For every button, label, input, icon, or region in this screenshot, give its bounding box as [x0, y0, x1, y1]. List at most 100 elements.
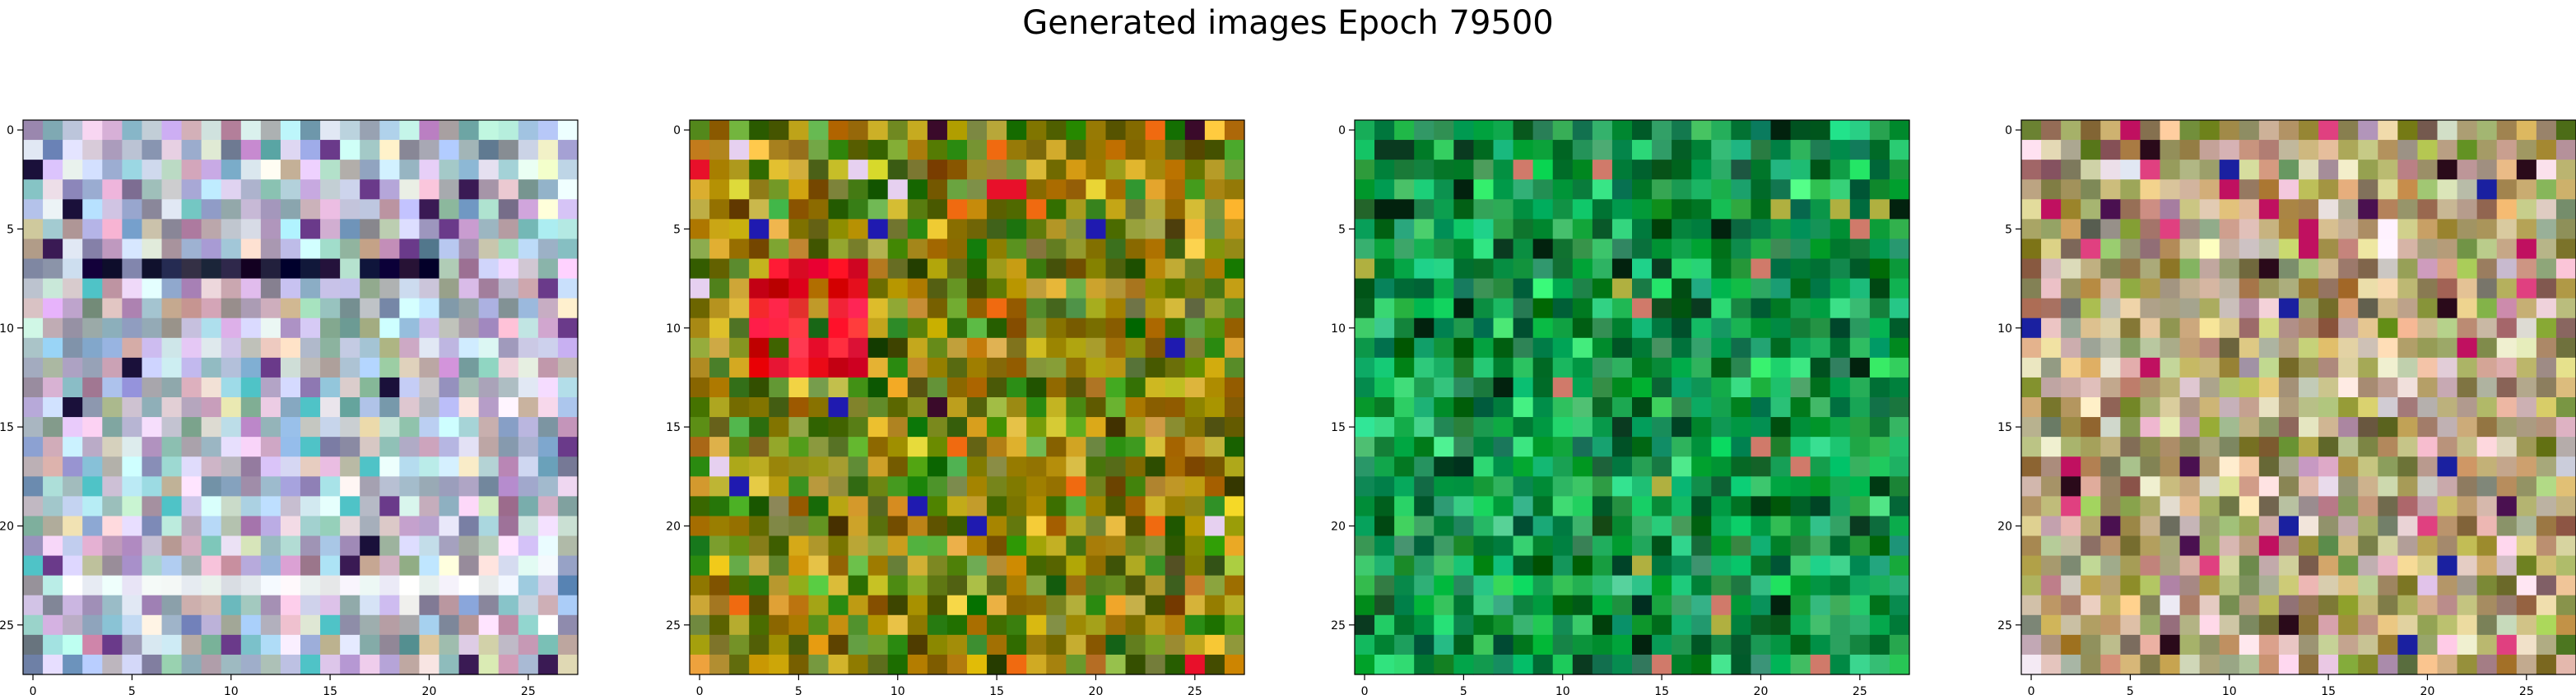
pixel [102, 595, 123, 616]
pixel [1026, 654, 1047, 675]
pixel [1532, 456, 1554, 477]
pixel [1830, 614, 1851, 636]
pixel [1086, 456, 1107, 477]
pixel [1473, 337, 1495, 359]
pixel [2219, 634, 2240, 656]
pixel [63, 258, 83, 280]
pixel [2457, 258, 2478, 280]
pixel [808, 337, 830, 359]
pixel [518, 219, 539, 240]
pixel [2278, 456, 2299, 477]
pixel [1394, 199, 1415, 220]
pixel [2318, 555, 2339, 577]
pixel [2239, 437, 2260, 457]
pixel [967, 298, 988, 319]
pixel [987, 179, 1007, 200]
pixel [2219, 337, 2240, 359]
pixel [2239, 595, 2260, 616]
pixel [808, 654, 830, 675]
pixel [2278, 199, 2299, 220]
pixel [1145, 160, 1166, 180]
pixel [1026, 456, 1047, 477]
pixel [749, 258, 770, 280]
pixel [478, 179, 500, 200]
pixel [1532, 219, 1554, 240]
pixel [122, 278, 143, 299]
pixel [1790, 377, 1811, 398]
pixel [2437, 120, 2458, 141]
pixel [2378, 456, 2398, 477]
pixel [221, 357, 242, 378]
pixel [320, 337, 341, 359]
pixel [1125, 377, 1146, 398]
pixel [260, 179, 281, 200]
pixel [2219, 179, 2240, 200]
pixel [1632, 298, 1653, 319]
pixel [379, 179, 400, 200]
pixel [788, 476, 810, 497]
pixel [2536, 575, 2557, 596]
pixel [2258, 140, 2280, 160]
pixel [557, 298, 579, 319]
pixel [1374, 397, 1395, 418]
pixel [1066, 337, 1087, 359]
pixel [2081, 199, 2101, 220]
pixel [2061, 120, 2081, 141]
pixel [2041, 278, 2062, 299]
pixel [2219, 417, 2240, 438]
pixel [690, 595, 710, 616]
pixel [2358, 476, 2378, 497]
pixel [23, 634, 44, 656]
pixel [749, 634, 770, 656]
pixel [360, 397, 380, 418]
pixel [946, 595, 968, 616]
pixel [360, 160, 380, 180]
pixel [828, 298, 849, 319]
pixel [142, 654, 163, 675]
pixel [1026, 397, 1047, 418]
pixel [967, 496, 988, 517]
pixel [709, 614, 730, 636]
pixel [808, 317, 830, 339]
pixel [23, 575, 44, 596]
pixel [201, 654, 222, 675]
pixel [2219, 437, 2240, 457]
y-tick-label: 15 [1331, 421, 1346, 434]
pixel [1493, 140, 1514, 160]
pixel [1691, 654, 1712, 675]
pixel [2081, 377, 2101, 398]
pixel [1434, 575, 1454, 596]
pixel [1849, 239, 1871, 260]
pixel [1453, 595, 1475, 616]
pixel [1046, 417, 1067, 438]
pixel [709, 317, 730, 339]
pixel [537, 199, 559, 220]
pixel [1611, 496, 1633, 517]
pixel [2199, 535, 2220, 557]
pixel [379, 219, 400, 240]
pixel [1165, 179, 1186, 200]
pixel [300, 317, 321, 339]
pixel [2338, 476, 2359, 497]
pixel [2239, 555, 2260, 577]
pixel [23, 654, 44, 675]
pixel [1453, 496, 1475, 517]
pixel [2239, 239, 2260, 260]
pixel [1374, 140, 1395, 160]
pixel [1711, 337, 1732, 359]
pixel [280, 160, 301, 180]
pixel [201, 120, 222, 141]
pixel [2179, 555, 2201, 577]
pixel [1086, 239, 1107, 260]
pixel [1731, 476, 1752, 497]
pixel [1026, 278, 1047, 299]
pixel [1572, 199, 1593, 220]
pixel [201, 634, 222, 656]
pixel [769, 397, 789, 418]
pixel [498, 377, 519, 398]
pixel [82, 179, 103, 200]
pixel [201, 476, 222, 497]
pixel [2219, 535, 2240, 557]
pixel [2278, 278, 2299, 299]
pixel [2417, 219, 2439, 240]
